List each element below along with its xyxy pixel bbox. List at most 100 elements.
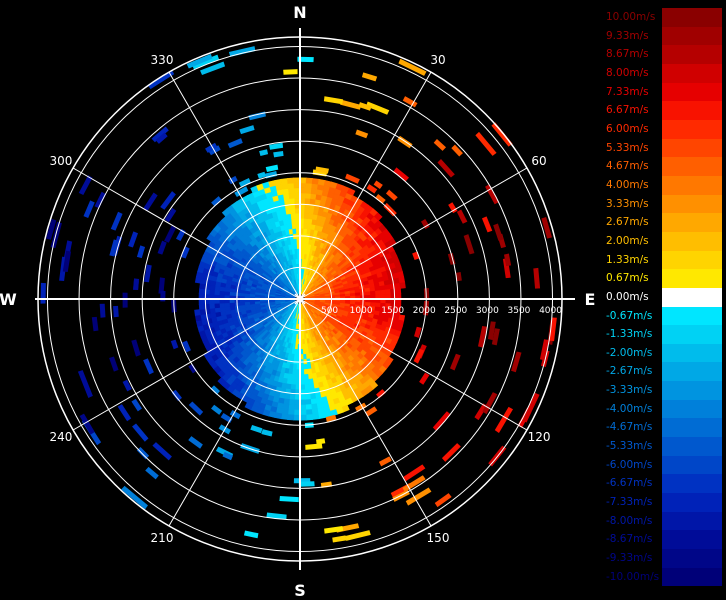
- colorbar-row: -10.00m/s: [606, 567, 722, 587]
- colorbar-row: -2.00m/s: [606, 343, 722, 363]
- scattered-echo-layer: [40, 46, 557, 543]
- scattered-echo: [210, 385, 221, 395]
- scattered-echo: [157, 240, 167, 255]
- scattered-echo: [373, 180, 383, 189]
- scattered-echo: [361, 72, 378, 82]
- velocity-gate: [305, 182, 313, 189]
- velocity-gate: [379, 285, 386, 291]
- scattered-echo: [376, 389, 386, 399]
- scattered-echo: [358, 102, 372, 111]
- scattered-echo: [155, 132, 168, 144]
- colorbar-row: 8.67m/s: [606, 45, 722, 64]
- colorbar-row: 7.33m/s: [606, 82, 722, 102]
- colorbar-row: 5.33m/s: [606, 138, 722, 158]
- scattered-echo: [257, 171, 266, 179]
- scattered-echo: [402, 475, 426, 493]
- scattered-echo: [365, 406, 378, 417]
- velocity-gate: [214, 307, 221, 313]
- scattered-echo: [539, 339, 549, 361]
- radar-center-marker: [294, 293, 306, 305]
- scattered-echo: [131, 398, 142, 412]
- axis-labels: N E S W 30 60 120 150 210 240 300 330 500 1000 1500 200…: [0, 3, 595, 600]
- scattered-echo: [171, 389, 182, 402]
- colorbar-row: -9.33m/s: [606, 549, 722, 568]
- velocity-gate: [305, 404, 312, 411]
- scattered-echo: [273, 150, 284, 158]
- scattered-echo: [298, 481, 315, 487]
- velocity-gate: [305, 409, 313, 416]
- scattered-echo: [79, 413, 95, 435]
- colorbar-row: -3.33m/s: [606, 381, 722, 400]
- scattered-echo: [355, 402, 367, 413]
- velocity-gate: [303, 374, 309, 381]
- colorbar-swatch: [662, 530, 722, 550]
- scattered-echo: [463, 234, 475, 255]
- scattered-echo: [261, 429, 273, 437]
- velocity-gate: [303, 363, 308, 370]
- colorbar-label: 8.67m/s: [606, 48, 649, 61]
- scattered-echo: [160, 191, 176, 210]
- scattered-echo: [522, 392, 540, 423]
- scattered-echo: [128, 231, 138, 248]
- scattered-echo: [133, 278, 140, 291]
- velocity-gate: [288, 187, 295, 194]
- scattered-echo: [122, 292, 128, 308]
- velocity-gate: [290, 207, 296, 214]
- azimuth-label: 30: [430, 53, 445, 67]
- colorbar-row: -6.00m/s: [606, 455, 722, 475]
- velocity-gate: [287, 409, 295, 416]
- velocity-gate: [304, 399, 312, 406]
- scattered-echo: [340, 99, 362, 110]
- scattered-echo: [283, 69, 298, 75]
- scattered-echo: [110, 211, 123, 231]
- scattered-echo: [405, 487, 432, 506]
- velocity-gate: [224, 302, 231, 308]
- velocity-gate: [280, 413, 289, 420]
- colorbar-label: -9.33m/s: [606, 552, 653, 565]
- scattered-echo: [398, 58, 427, 76]
- polar-grid: [35, 28, 575, 570]
- velocity-gate: [286, 177, 295, 184]
- scattered-echo: [143, 264, 152, 283]
- velocity-gate: [304, 207, 310, 214]
- colorbar-label: 2.67m/s: [606, 216, 649, 229]
- velocity-gate: [308, 383, 315, 390]
- scattered-echo: [541, 216, 553, 239]
- scattered-echo: [475, 131, 497, 156]
- scattered-echo: [238, 177, 251, 188]
- scattered-echo: [40, 282, 46, 304]
- velocity-gates-layer: [194, 177, 406, 421]
- scattered-echo: [487, 321, 496, 341]
- colorbar-swatch: [662, 45, 722, 64]
- compass-north-label: N: [293, 3, 306, 22]
- scattered-echo: [180, 246, 190, 259]
- velocity-gate: [218, 302, 225, 308]
- scattered-echo: [448, 202, 458, 214]
- scattered-echo: [136, 245, 146, 259]
- colorbar-label: 10.00m/s: [606, 11, 656, 23]
- scattered-echo: [493, 223, 504, 241]
- colorbar-label: 6.67m/s: [606, 104, 649, 117]
- colorbar-row: -0.67m/s: [606, 306, 722, 326]
- azimuth-label: 330: [151, 53, 174, 67]
- azimuth-spoke: [72, 298, 301, 431]
- scattered-echo: [491, 328, 500, 346]
- scattered-echo: [250, 424, 263, 434]
- colorbar-row: -2.67m/s: [606, 362, 722, 382]
- scattered-echo: [449, 353, 461, 371]
- velocity-gate: [364, 291, 371, 296]
- scattered-echo: [131, 339, 141, 357]
- velocity-gate: [304, 394, 311, 401]
- colorbar-label: -6.00m/s: [606, 458, 653, 471]
- colorbar-label: -6.67m/s: [606, 477, 653, 490]
- velocity-gate: [305, 414, 314, 421]
- scattered-echo: [113, 305, 119, 318]
- colorbar-label: 3.33m/s: [606, 197, 649, 210]
- scattered-echo: [366, 184, 378, 194]
- scattered-echo: [269, 142, 284, 150]
- range-label: 1500: [381, 306, 404, 316]
- colorbar-swatch: [662, 343, 722, 363]
- scattered-echo: [188, 401, 204, 416]
- scattered-echo: [200, 61, 226, 76]
- scattered-echo: [147, 69, 175, 90]
